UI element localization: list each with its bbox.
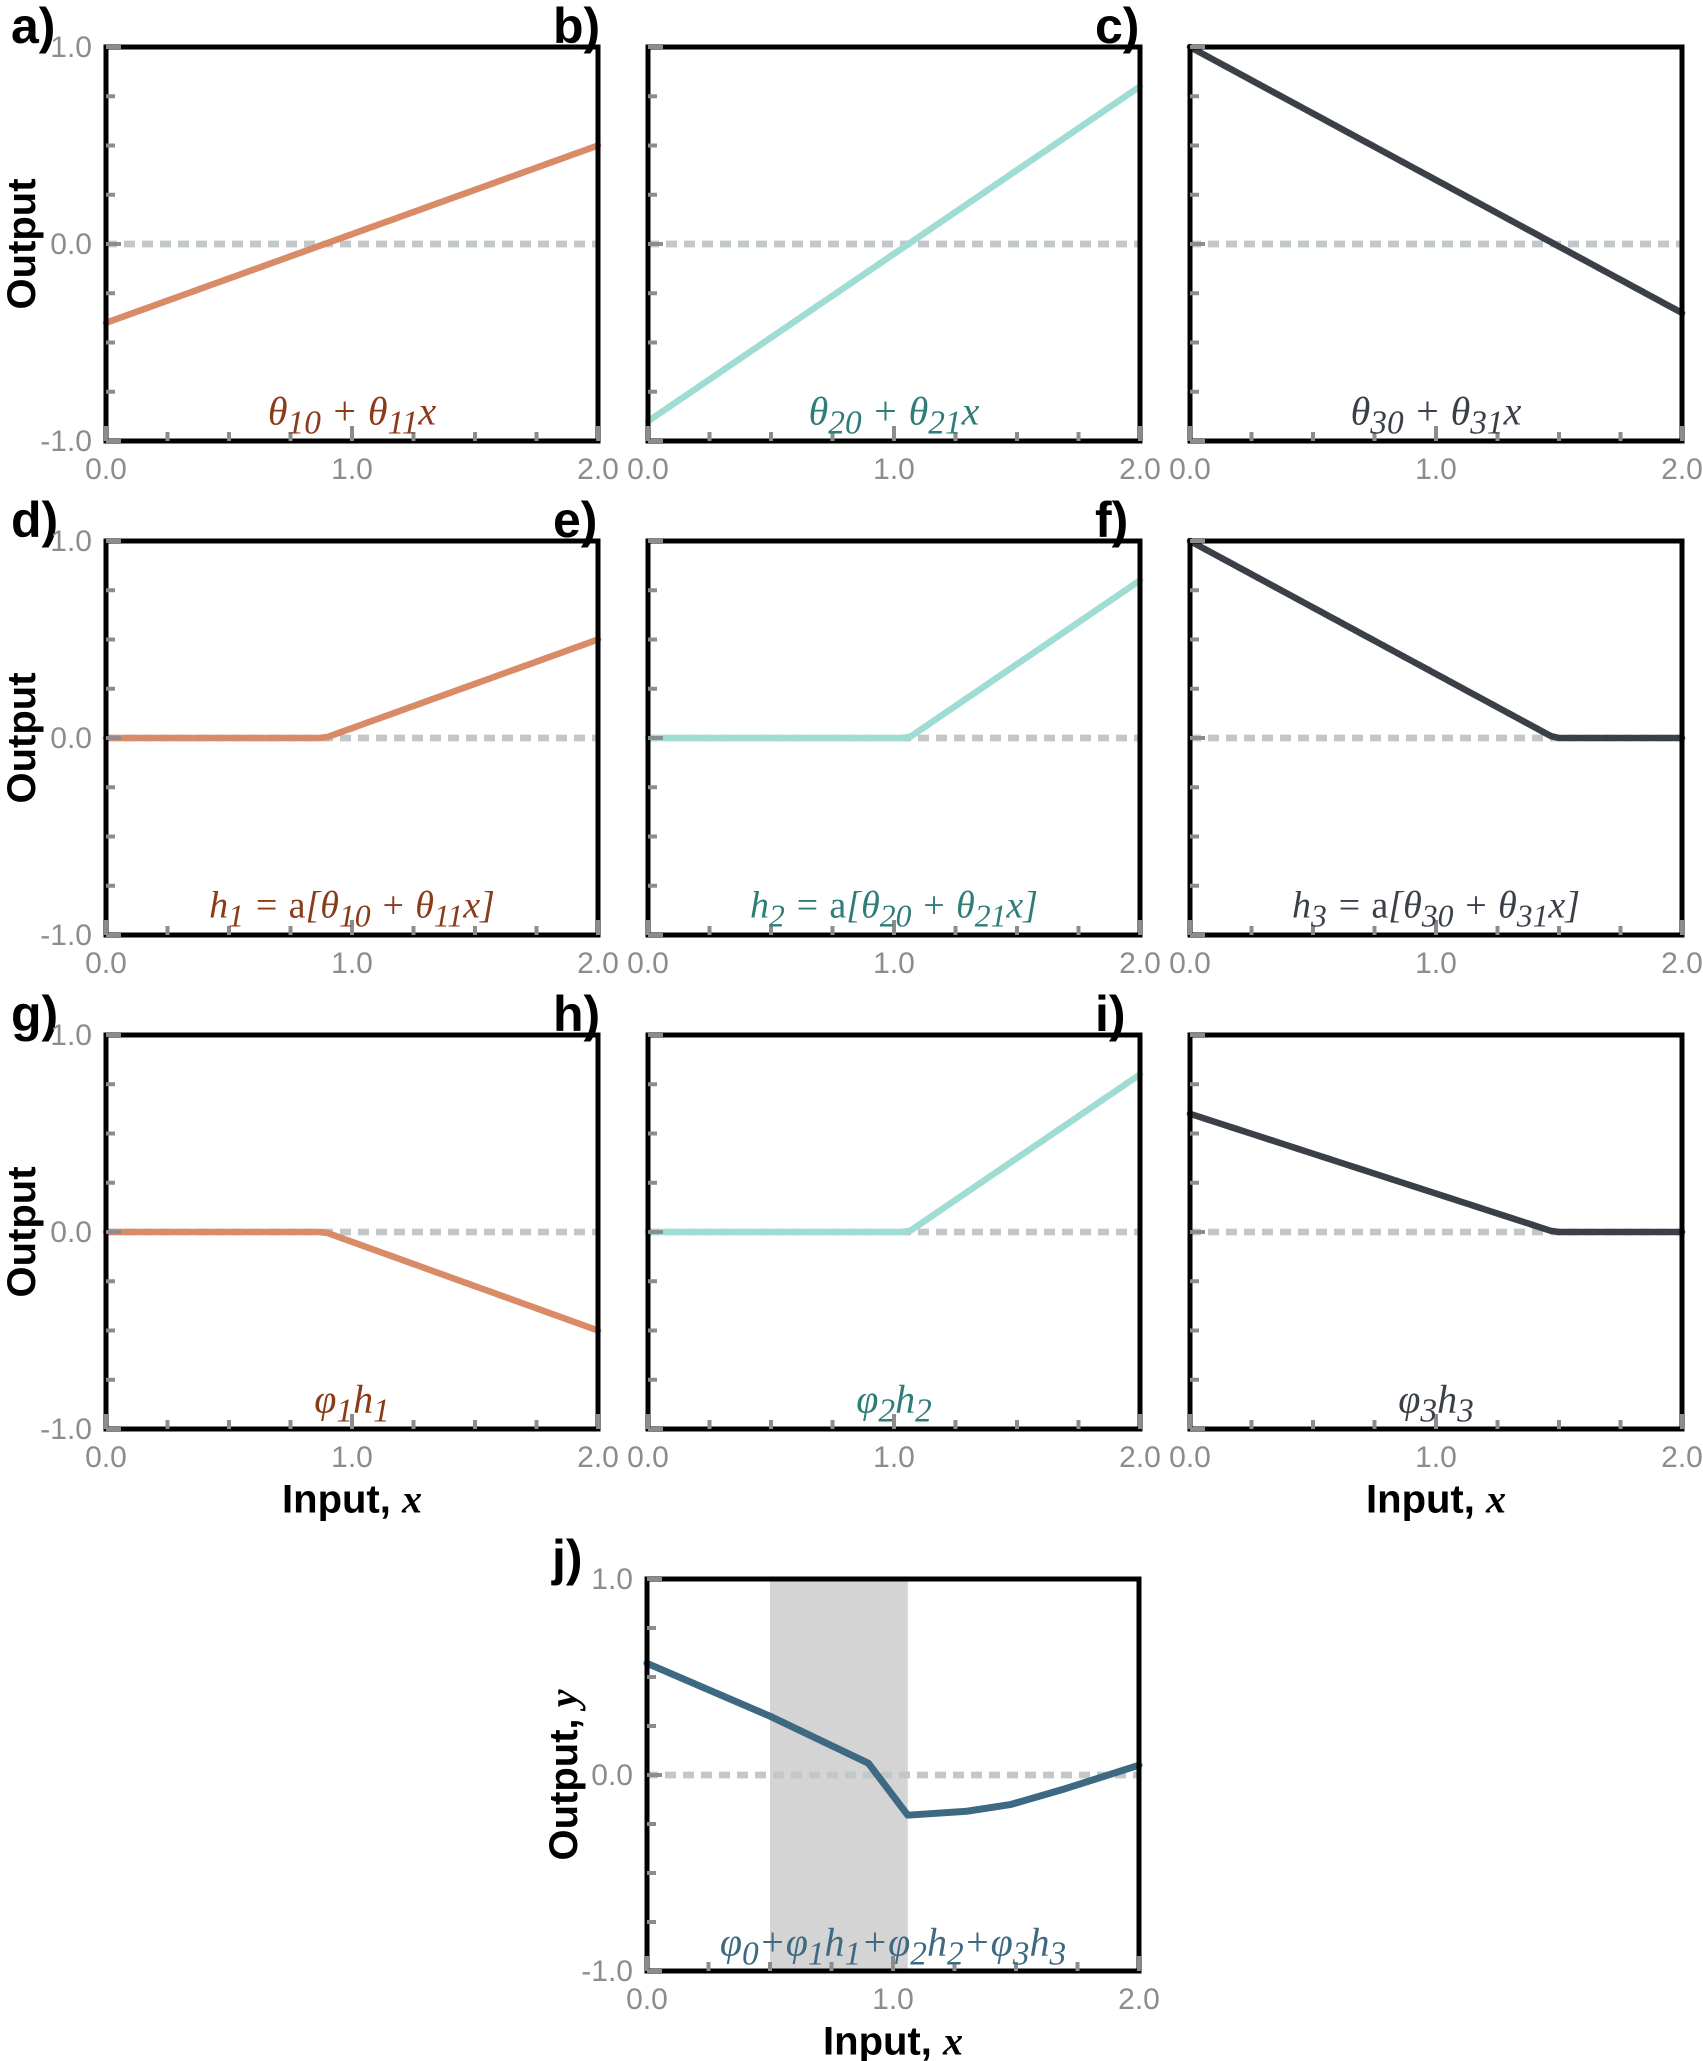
svg-text:1.0: 1.0 xyxy=(591,1563,633,1596)
svg-text:-1.0: -1.0 xyxy=(581,1955,633,1988)
svg-text:j): j) xyxy=(551,1530,583,1586)
svg-text:2.0: 2.0 xyxy=(1118,1983,1160,2016)
svg-text:0.0: 0.0 xyxy=(591,1759,633,1792)
svg-text:1.0: 1.0 xyxy=(872,1983,914,2016)
